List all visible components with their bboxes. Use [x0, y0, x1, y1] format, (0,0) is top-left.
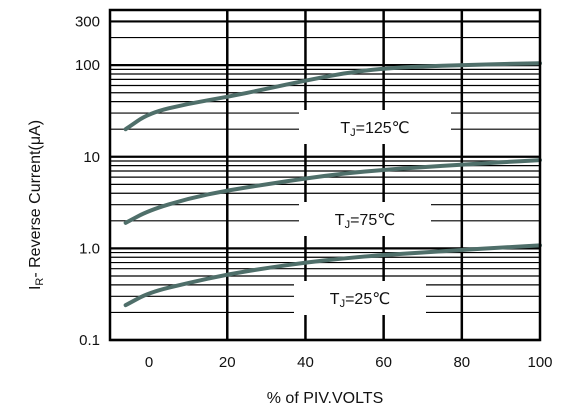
y-tick-label: 1.0: [79, 240, 100, 257]
y-tick-label: 0.1: [79, 332, 100, 349]
series-label-box: [299, 202, 431, 236]
x-tick-label: 0: [145, 354, 153, 371]
y-axis-title-main: I: [27, 286, 44, 290]
series-line: [123, 243, 542, 308]
series-label: TJ=125℃: [340, 120, 409, 139]
y-tick-label: 100: [75, 57, 100, 74]
y-axis-title: IR- Reverse Current(μA): [27, 120, 46, 290]
x-axis-title: % of PIV.VOLTS: [267, 390, 384, 407]
x-tick-label: 40: [297, 354, 314, 371]
y-axis-title-sub: R: [34, 278, 46, 286]
x-tick-label: 20: [219, 354, 236, 371]
y-tick-labels: 0.1 1.0 10 100 300: [75, 13, 100, 349]
series-label: TJ=25℃: [330, 291, 390, 310]
plot-frame: [108, 8, 542, 342]
series-label: TJ=75℃: [335, 212, 395, 231]
series-line: [123, 158, 542, 225]
y-tick-label: 300: [75, 13, 100, 30]
series-label-box: [299, 110, 451, 144]
series-lines: [123, 61, 542, 308]
x-tick-label: 60: [375, 354, 392, 371]
y-tick-label: 10: [83, 149, 100, 166]
series-labels: TJ=125℃ TJ=75℃ TJ=25℃: [294, 110, 451, 315]
x-tick-label: 80: [453, 354, 470, 371]
y-axis-title-rest: - Reverse Current(μA): [27, 120, 44, 278]
x-tick-labels: 0 20 40 60 80 100: [145, 354, 553, 371]
series-line: [123, 61, 542, 132]
x-tick-label: 100: [527, 354, 552, 371]
series-label-box: [294, 281, 426, 315]
